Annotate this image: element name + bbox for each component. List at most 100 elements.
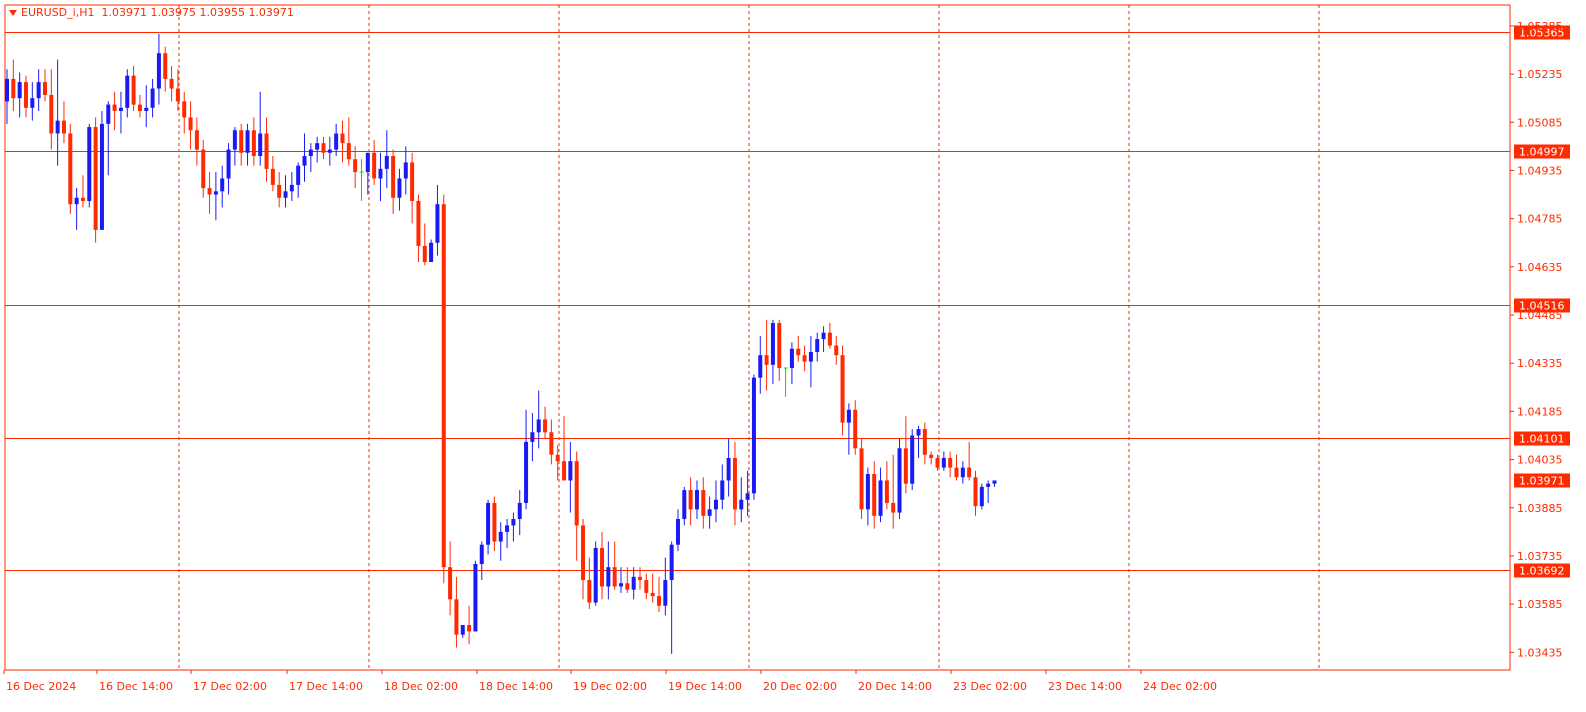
candle-body (492, 502, 497, 542)
candle-body (638, 576, 642, 581)
candle-body (435, 204, 440, 243)
candle (429, 239, 434, 263)
candle (397, 168, 402, 211)
candle-body (562, 461, 567, 481)
candle (612, 541, 617, 590)
candle-body (201, 149, 206, 189)
candle (821, 326, 826, 352)
candle (638, 567, 642, 590)
candle (99, 111, 104, 230)
candle (941, 451, 946, 471)
candle-body (581, 525, 586, 581)
candle (359, 159, 364, 201)
candle (739, 477, 744, 523)
candles (5, 33, 997, 654)
candle-body (30, 98, 35, 108)
candle (416, 194, 421, 263)
candle (872, 461, 877, 529)
candle-body (802, 355, 807, 362)
time-tick-label: 20 Dec 02:00 (763, 680, 837, 693)
level-price-tag (1514, 431, 1570, 446)
candle-body (296, 165, 301, 185)
candle-body (384, 155, 389, 169)
candle-body (213, 191, 218, 195)
candle-body (707, 509, 712, 516)
candle-body (118, 107, 123, 112)
candle (17, 72, 22, 118)
price-tick-label: 1.03735 (1517, 550, 1563, 563)
time-tick-label: 19 Dec 14:00 (668, 680, 742, 693)
candle (118, 91, 123, 134)
candle-body (536, 419, 541, 433)
candle-body (720, 480, 725, 500)
level-price-label: 1.03692 (1519, 565, 1565, 578)
candle (929, 451, 934, 465)
candle (834, 335, 839, 365)
time-tick-label: 19 Dec 02:00 (573, 680, 647, 693)
candle-body (188, 117, 193, 131)
candle (125, 69, 130, 118)
candle (764, 319, 769, 391)
collapse-triangle-icon[interactable] (9, 10, 17, 16)
candle-body (36, 82, 41, 99)
candle-body (498, 531, 503, 542)
candle-body (910, 435, 915, 484)
candle-body (644, 580, 649, 593)
candle-body (251, 130, 256, 156)
candle-body (403, 162, 408, 179)
candle (61, 101, 66, 144)
candle-body (61, 120, 66, 134)
candle-body (277, 184, 282, 198)
candle-body (751, 377, 756, 494)
candle-body (846, 409, 851, 423)
candle (473, 560, 478, 632)
candle-body (239, 130, 244, 153)
candle (916, 425, 921, 458)
candle (631, 567, 636, 600)
candle-body (954, 467, 959, 478)
price-tick-label: 1.05235 (1517, 68, 1563, 81)
candle-body (764, 355, 769, 365)
candle (315, 136, 320, 163)
candle (384, 130, 389, 189)
price-tick-label: 1.05385 (1517, 20, 1563, 33)
candle-body (929, 454, 934, 458)
candle (973, 470, 978, 516)
candle (11, 59, 16, 112)
candle (922, 422, 927, 465)
candle (543, 406, 548, 439)
candle (688, 477, 693, 526)
candle-body (612, 567, 617, 587)
candle-body (68, 133, 73, 205)
candle (245, 123, 250, 166)
candle (511, 512, 516, 542)
candle-body (473, 563, 478, 632)
level-price-tag (1514, 25, 1570, 40)
candle-body (17, 82, 22, 99)
candle (156, 33, 161, 105)
level-price-label: 1.04516 (1519, 300, 1565, 313)
candle-body (555, 454, 560, 462)
time-tick-label: 18 Dec 14:00 (479, 680, 553, 693)
candle-body (967, 467, 972, 478)
candle-body (321, 143, 326, 153)
candle (391, 149, 396, 214)
candle (732, 441, 737, 526)
candle-body (979, 486, 984, 507)
price-tick-label: 1.04785 (1517, 213, 1563, 226)
candle-body (397, 178, 402, 198)
candle-body (524, 441, 529, 503)
candle-body (226, 149, 231, 179)
candle (169, 66, 174, 102)
candle (948, 451, 953, 478)
candle (669, 541, 674, 654)
candle-body (422, 245, 427, 263)
candle (479, 541, 484, 581)
candle (846, 403, 851, 455)
candle-body (916, 429, 921, 436)
candle (340, 120, 345, 163)
horizontal-levels[interactable]: 1.05365 1.04997 1.04516 1.04101 1.03692 1.039… (5, 25, 1570, 578)
candle (232, 127, 237, 166)
